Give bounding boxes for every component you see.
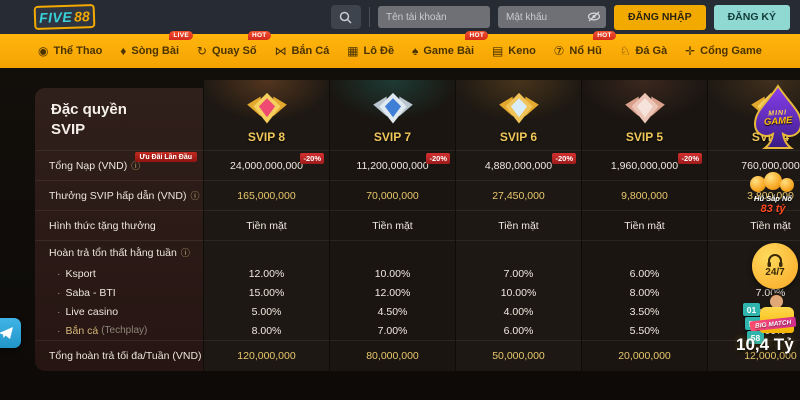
keno-icon: ▤ [491,44,504,58]
nav-item-song-bai[interactable]: LIVE ♦ Sòng Bài [120,31,194,58]
nav-item-the-thao[interactable]: ◉ Thể Thao [38,44,102,58]
svip6-medal-icon [498,92,539,124]
row-label-method: Hình thức tặng thưởng [35,210,203,240]
nav-label: Game Bài [423,45,475,57]
tier-column-svip-8: SVIP 8 24,000,000,000 -20% 165,000,000 Ti… [203,80,329,371]
countdown-seconds: 58 [747,331,764,344]
casino-icon: ♦ [120,44,127,58]
nav-label: Lô Đề [363,45,395,57]
nav-item-game-bai[interactable]: HOT ♠ Game Bài [411,31,489,58]
row-label-rebate-header: Hoàn trả tổn thất hằng tuần ⓘ [35,240,203,264]
live-badge: LIVE [169,31,194,40]
divider [368,7,370,27]
spade-icon [753,84,800,149]
nav-item-keno[interactable]: ▤ Keno [492,44,536,58]
discount-badge: -20% [552,153,576,164]
svip-privilege-table: Đặc quyền SVIP Tổng Nạp (VND) ⓘ Ưu Đãi Lầ… [35,80,800,371]
tier-header: SVIP 5 [582,80,707,150]
gamepad-icon: ✛ [685,44,696,58]
row-label-ban-ca: · Bắn cá (Techplay) [57,324,148,337]
register-button[interactable]: ĐĂNG KÝ [713,4,790,30]
eye-off-icon[interactable] [587,10,601,28]
lottery-icon: ▦ [347,44,359,58]
info-icon[interactable]: ⓘ [131,161,141,171]
row-label-saba-bti: · Saba - BTI [57,286,116,299]
table-title: Đặc quyền SVIP [51,101,127,139]
info-icon[interactable]: ⓘ [190,191,200,201]
mini-game-widget[interactable]: MINI GAME [750,84,800,170]
nav-label: Keno [508,45,536,57]
svip5-medal-icon [624,92,665,124]
discount-badge: -20% [300,153,324,164]
row-label-ksport: · Ksport [57,267,96,280]
row-label-live-casino: · Live casino [57,305,119,318]
nav-label: Nổ Hũ [569,45,602,57]
tier-name: SVIP 5 [625,130,664,144]
label-column: Đặc quyền SVIP Tổng Nạp (VND) ⓘ Ưu Đãi Lầ… [35,88,203,371]
row-label-max-weekly: Tổng hoàn trả tối đa/Tuần (VND) [35,340,203,371]
tier-column-svip-6: SVIP 6 4,880,000,000 -20% 27,450,000 Tiền… [455,80,581,371]
tier-header: SVIP 7 [330,80,455,150]
nav-item-da-ga[interactable]: ♘ Đá Gà [620,44,668,58]
fish-icon: ⋈ [274,44,287,58]
nav-label: Cổng Game [700,45,762,57]
tier-name: SVIP 8 [247,130,286,144]
password-input[interactable] [497,6,606,28]
nav-label: Sòng Bài [131,45,180,57]
sports-ball-icon: ◉ [38,44,49,58]
site-logo[interactable]: FIVE 88 [33,3,96,31]
svip8-medal-icon [246,92,287,124]
nav-item-lo-de[interactable]: ▦ Lô Đề [347,44,394,58]
big-match-value: 10,4 Tỷ [736,335,794,354]
nav-item-ban-ca[interactable]: ⋈ Bắn Cá [274,44,329,58]
cards-icon: ♠ [411,44,419,58]
nav-label: Bắn Cá [291,45,330,57]
tier-column-svip-7: SVIP 7 11,200,000,000 -20% 70,000,000 Tiề… [329,80,455,371]
nav-label: Thể Thao [53,45,103,57]
nav-item-quay-so[interactable]: HOT ↻ Quay Số [196,31,271,58]
gold-coins-icon [742,168,800,194]
hot-badge: HOT [247,31,271,40]
slot-seven-icon: ⑦ [553,44,565,58]
telegram-button[interactable] [0,318,21,348]
jackpot-value: 83 tỷ [760,203,786,215]
row-label-bonus: Thưởng SVIP hấp dẫn (VND) ⓘ [35,180,203,210]
tier-name: SVIP 6 [499,130,538,144]
hot-badge: HOT [593,31,616,40]
rooster-icon: ♘ [619,44,631,58]
discount-badge: -20% [678,153,702,164]
nav-label: Quay Số [211,45,257,57]
nav-item-no-hu[interactable]: HOT ⑦ Nổ Hũ [553,31,616,58]
countdown-hours: 01 [743,303,760,316]
big-match-widget[interactable]: BIG MATCH 10,4 Tỷ [736,293,800,375]
svip7-medal-icon [372,92,413,124]
logo-text-88: 88 [73,8,90,25]
spin-wheel-icon: ↻ [196,44,207,58]
login-button[interactable]: ĐĂNG NHẬP [613,4,706,30]
search-button[interactable] [330,5,361,29]
discount-badge: -20% [426,153,450,164]
info-icon[interactable]: ⓘ [180,248,190,258]
top-bar: FIVE 88 ĐĂNG NHẬP ĐĂNG KÝ [0,0,800,34]
logo-text-five: FIVE [38,8,73,26]
hot-badge: HOT [465,31,489,40]
username-input[interactable] [377,6,490,28]
row-label-deposit: Tổng Nạp (VND) ⓘ Ưu Đãi Lần Đầu [35,150,203,180]
jackpot-widget[interactable]: Hũ Sắp Nổ 83 tỷ [742,168,800,215]
tier-header: SVIP 8 [204,80,329,150]
support-label: 24/7 [765,267,785,278]
tier-column-svip-5: SVIP 5 1,960,000,000 -20% 9,800,000 Tiền … [581,80,707,371]
nav-label: Đá Gà [635,45,668,57]
tier-header: SVIP 6 [456,80,581,150]
first-deposit-badge: Ưu Đãi Lần Đầu [134,152,197,162]
tier-name: SVIP 7 [373,130,412,144]
telegram-plane-icon [0,327,13,339]
support-24-7-button[interactable]: 24/7 [752,243,798,289]
main-nav: ◉ Thể Thao LIVE ♦ Sòng Bài HOT ↻ Quay Số ⋈ Bắn… [0,31,800,68]
jackpot-label: Hũ Sắp Nổ [754,194,792,203]
magnifier-icon [340,11,353,24]
headset-icon [767,254,783,267]
nav-item-cong-game[interactable]: ✛ Cổng Game [685,44,762,58]
